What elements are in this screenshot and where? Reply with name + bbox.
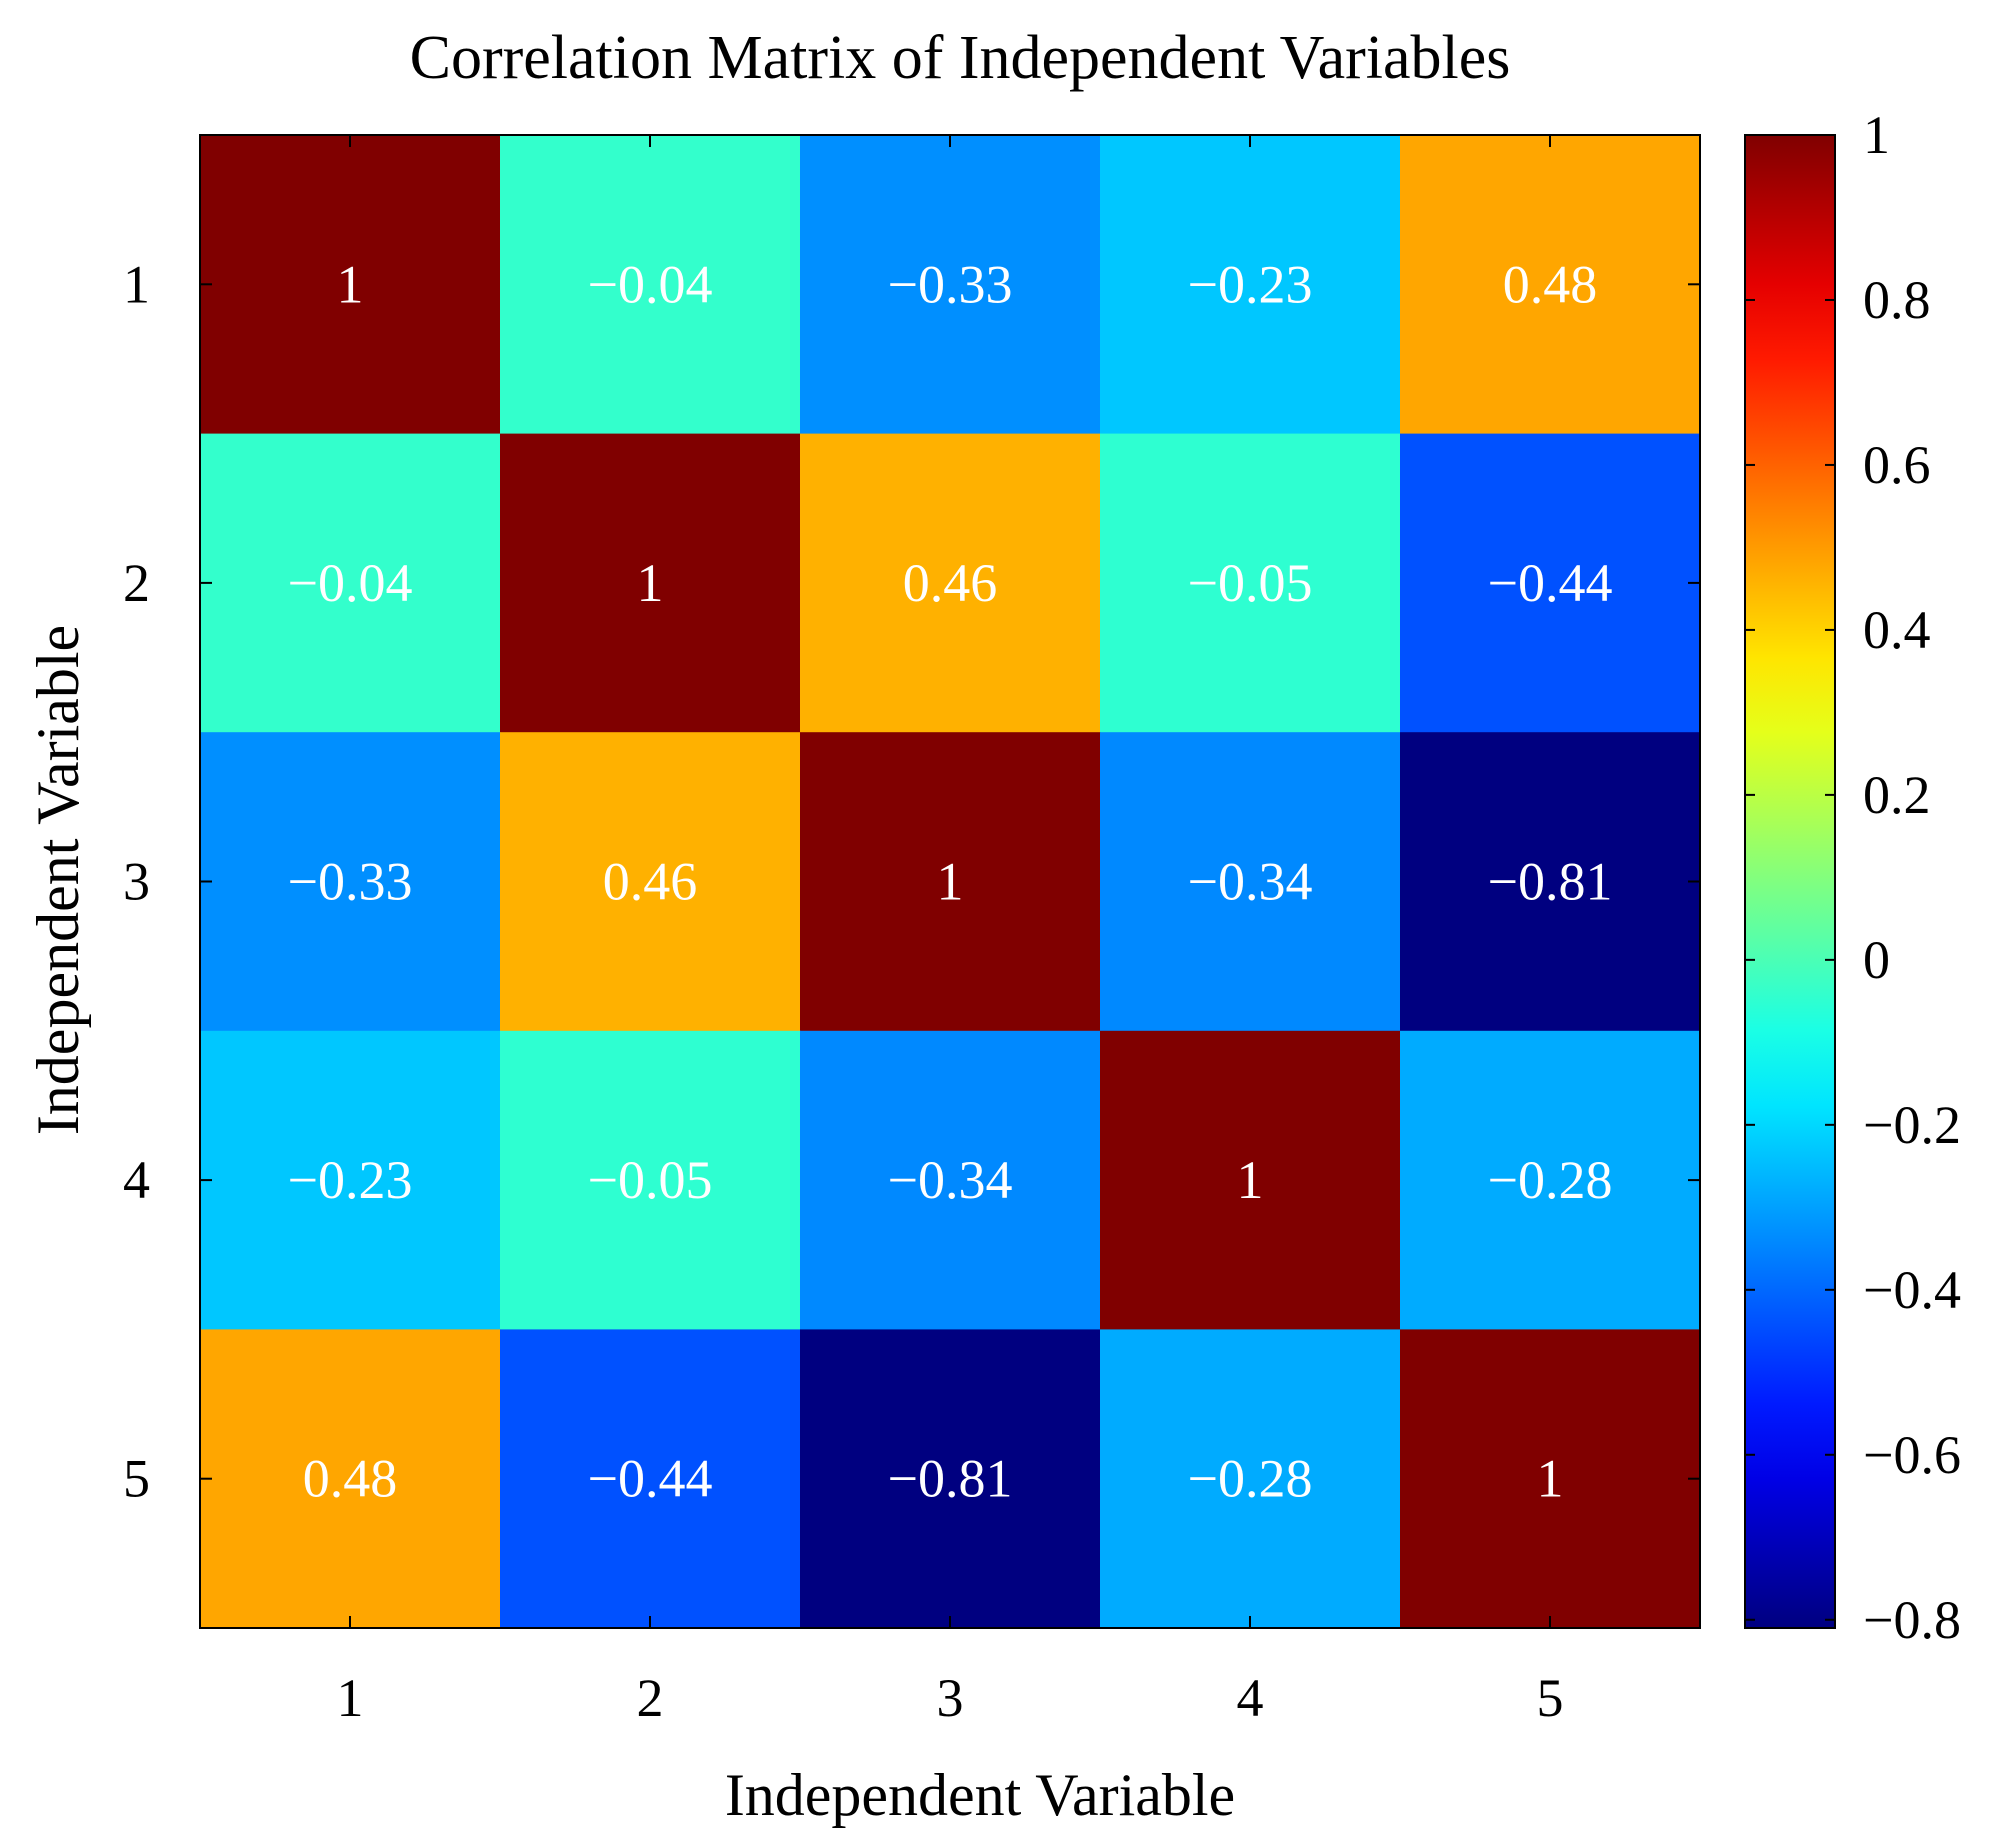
cell-value-r4-c4: 1 [1237, 1150, 1264, 1210]
heatmap-cell-r2-c4 [1100, 433, 1401, 733]
heatmap-cell-r4-c4 [1100, 1030, 1401, 1330]
cell-value-r5-c2: −0.44 [588, 1449, 713, 1509]
y-tick-label-4: 4 [123, 1150, 150, 1210]
cell-value-r1-c5: 0.48 [1503, 254, 1598, 314]
heatmap-cell-r3-c5 [1400, 732, 1701, 1032]
x-axis-ticks: 1 2 3 4 5 [337, 135, 1564, 1728]
x-tick-label-2: 2 [637, 1668, 664, 1728]
heatmap-cell-r4-c3 [800, 1030, 1101, 1330]
y-tick-label-3: 3 [123, 852, 150, 912]
heatmap-cell-r2-c5 [1400, 433, 1701, 733]
cell-value-r2-c1: −0.04 [288, 553, 413, 613]
cell-value-r2-c4: −0.05 [1188, 553, 1313, 613]
heatmap-cells [200, 135, 1701, 1629]
cell-value-r1-c3: −0.33 [888, 254, 1013, 314]
colorbar-tick-label: 0.2 [1863, 765, 1931, 825]
cell-value-r1-c4: −0.23 [1188, 254, 1313, 314]
heatmap-cell-r1-c3 [800, 135, 1101, 435]
colorbar-tick-label: −0.2 [1863, 1095, 1961, 1155]
cell-value-r5-c5: 1 [1537, 1449, 1564, 1509]
chart-title: Correlation Matrix of Independent Variab… [410, 24, 1511, 92]
heatmap-cell-r2-c1 [200, 433, 501, 733]
heatmap-cell-r2-c3 [800, 433, 1101, 733]
heatmap-cell-r5-c4 [1100, 1329, 1401, 1629]
heatmap-cell-r4-c5 [1400, 1030, 1701, 1330]
colorbar-tick-label: −0.4 [1863, 1260, 1961, 1320]
colorbar-tick-label: 0 [1863, 930, 1890, 990]
cell-value-r2-c2: 1 [637, 553, 664, 613]
heatmap-cell-r2-c2 [500, 433, 801, 733]
colorbar [1744, 134, 1836, 1629]
colorbar-ticks: 1 0.8 0.6 0.4 0.2 0 −0.2 −0.4 −0.6 −0.8 [1745, 105, 1961, 1650]
colorbar-tick-label: −0.8 [1863, 1590, 1961, 1650]
x-tick-label-4: 4 [1237, 1668, 1264, 1728]
heatmap-cell-r4-c2 [500, 1030, 801, 1330]
cell-value-r4-c5: −0.28 [1488, 1150, 1613, 1210]
cell-value-r3-c1: −0.33 [288, 852, 413, 912]
heatmap-cell-r5-c1 [200, 1329, 501, 1629]
heatmap-cell-r3-c2 [500, 732, 801, 1032]
heatmap-cell-r3-c4 [1100, 732, 1401, 1032]
y-tick-label-1: 1 [123, 254, 150, 314]
cell-value-r3-c4: −0.34 [1188, 852, 1313, 912]
cell-value-r4-c1: −0.23 [288, 1150, 413, 1210]
y-axis-ticks: 1 2 3 4 5 [123, 254, 1700, 1509]
heatmap-cell-r5-c5 [1400, 1329, 1701, 1629]
x-tick-label-5: 5 [1537, 1668, 1564, 1728]
cell-value-r3-c2: 0.46 [603, 852, 698, 912]
cell-value-r5-c1: 0.48 [303, 1449, 398, 1509]
heatmap-cell-r3-c3 [800, 732, 1101, 1032]
x-tick-label-3: 3 [937, 1668, 964, 1728]
x-axis-label: Independent Variable [725, 1762, 1235, 1828]
colorbar-tick-label: 0.6 [1863, 435, 1931, 495]
heatmap-cell-r1-c4 [1100, 135, 1401, 435]
colorbar-tick-label: 0.8 [1863, 270, 1931, 330]
y-tick-label-2: 2 [123, 553, 150, 613]
colorbar-tick-label: 0.4 [1863, 600, 1931, 660]
cell-value-r5-c3: −0.81 [888, 1449, 1013, 1509]
cell-value-r5-c4: −0.28 [1188, 1449, 1313, 1509]
heatmap-cell-r5-c3 [800, 1329, 1101, 1629]
cell-value-r2-c3: 0.46 [903, 553, 998, 613]
heatmap-cell-r5-c2 [500, 1329, 801, 1629]
colorbar-tick-label: 1 [1863, 105, 1890, 165]
cell-value-r1-c2: −0.04 [588, 254, 713, 314]
heatmap-cell-r1-c5 [1400, 135, 1701, 435]
y-tick-label-5: 5 [123, 1449, 150, 1509]
y-axis-label: Independent Variable [25, 625, 91, 1135]
cell-value-r2-c5: −0.44 [1488, 553, 1613, 613]
cell-value-r1-c1: 1 [337, 254, 364, 314]
heatmap-cell-labels: 1 −0.04 −0.33 −0.23 0.48 −0.04 1 0.46 −0.05 −0.44… [288, 254, 1613, 1508]
cell-value-r4-c3: −0.34 [888, 1150, 1013, 1210]
cell-value-r3-c3: 1 [937, 852, 964, 912]
colorbar-tick-label: −0.6 [1863, 1425, 1961, 1485]
heatmap-cell-r3-c1 [200, 732, 501, 1032]
x-tick-label-1: 1 [337, 1668, 364, 1728]
heatmap-cell-r4-c1 [200, 1030, 501, 1330]
cell-value-r4-c2: −0.05 [588, 1150, 713, 1210]
cell-value-r3-c5: −0.81 [1488, 852, 1613, 912]
heatmap-cell-r1-c1 [200, 135, 501, 435]
heatmap-cell-r1-c2 [500, 135, 801, 435]
